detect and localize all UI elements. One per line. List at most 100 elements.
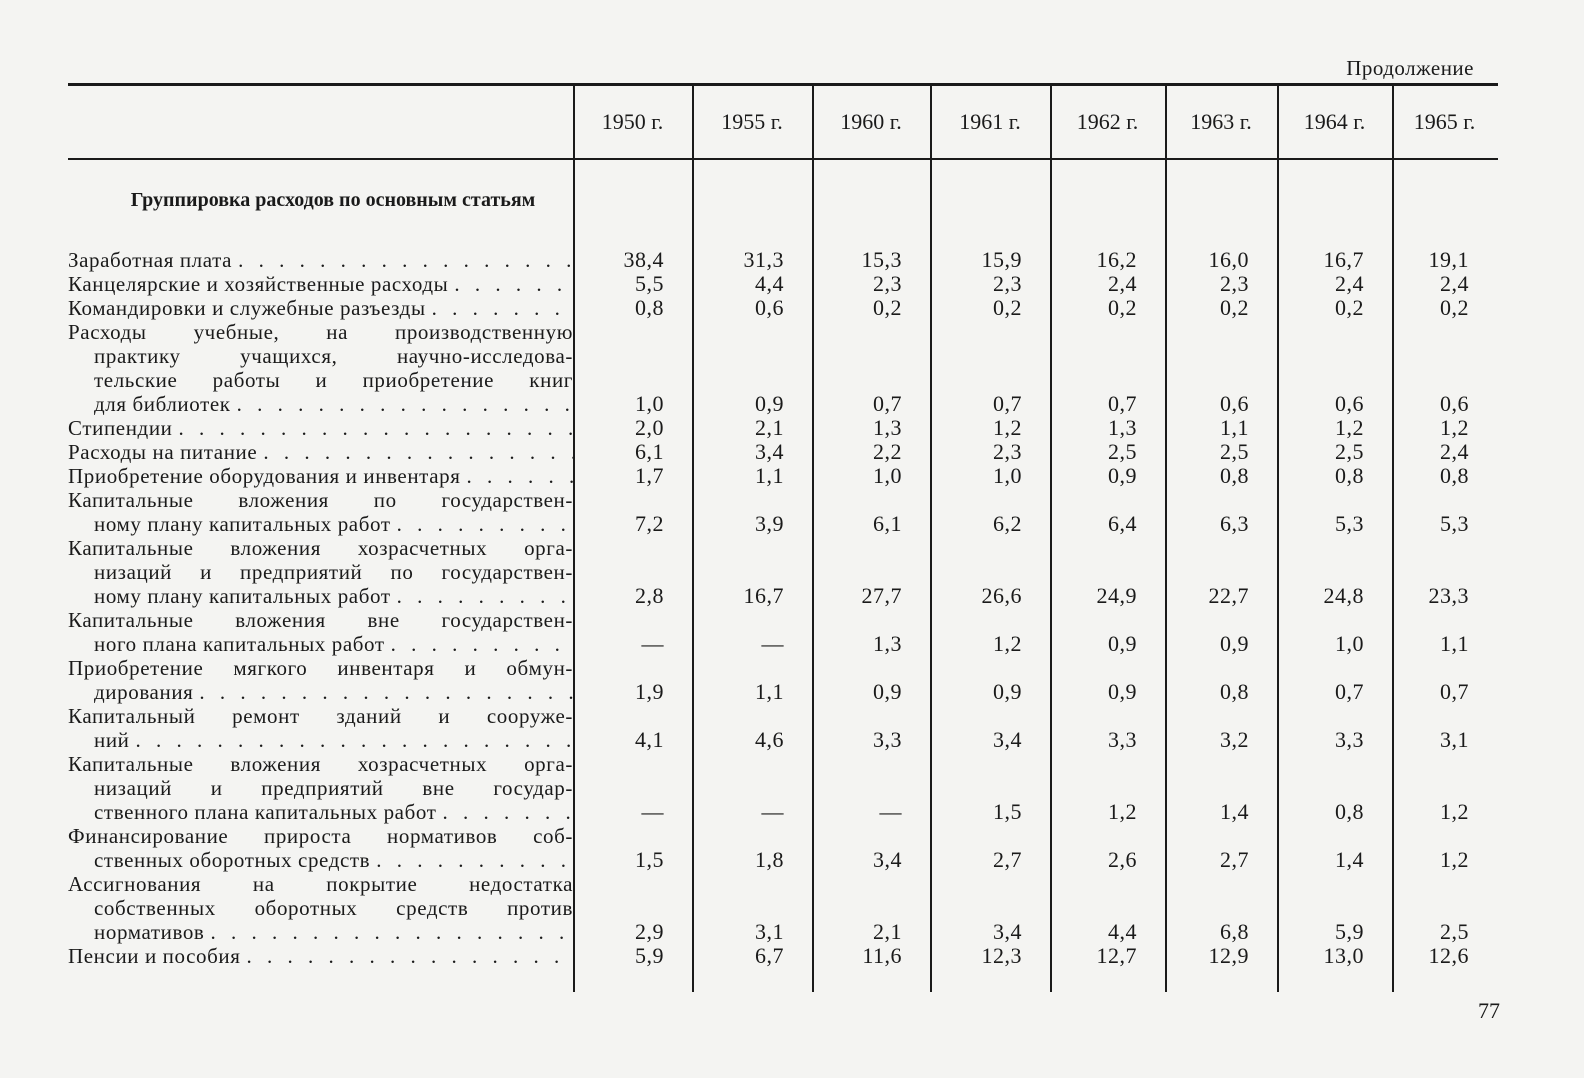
cell-value: 1,1 <box>755 463 784 488</box>
table-row: Капитальные вложения хозрасчетных орга-н… <box>68 536 1498 608</box>
dot-leader <box>461 464 574 488</box>
table-row: Стипендии 2,0 2,1 1,3 1,2 1,3 1,1 1,2 1,2 <box>68 415 1498 441</box>
cell-value: 3,4 <box>993 919 1022 944</box>
cell-value: 2,7 <box>993 847 1022 872</box>
cell-value: 0,9 <box>993 679 1022 704</box>
cell-value: 0,2 <box>1335 295 1364 320</box>
row-label: Заработная плата <box>68 248 573 272</box>
cell-value: 3,9 <box>755 511 784 536</box>
cell-value: 2,1 <box>873 919 902 944</box>
row-label: Расходы учебные, на производственную прак… <box>68 320 573 416</box>
row-label-line: Пенсии и пособия <box>68 944 241 968</box>
cell-value: 1,0 <box>635 391 664 416</box>
column-divider <box>1165 86 1167 992</box>
cell-value: 5,9 <box>1335 919 1364 944</box>
cell-value: 3,3 <box>1335 727 1364 752</box>
row-label-line: Капитальные вложения вне государствен- <box>68 608 573 632</box>
cell-value: 5,9 <box>635 943 664 968</box>
cell-value: 1,1 <box>1220 415 1249 440</box>
row-label-line: Ассигнования на покрытие недостатка <box>68 872 573 896</box>
cell-value: 2,3 <box>873 271 902 296</box>
cell-value: 31,3 <box>743 247 784 272</box>
cell-value: 6,1 <box>635 439 664 464</box>
cell-value: 26,6 <box>981 583 1022 608</box>
dot-leader <box>193 680 573 704</box>
cell-value: 6,1 <box>873 511 902 536</box>
cell-value: 3,1 <box>1440 727 1469 752</box>
row-label: Приобретение оборудования и инвентаря <box>68 464 573 488</box>
cell-value: 2,7 <box>1220 847 1249 872</box>
row-label: Капитальные вложения хозрасчетных орга-н… <box>68 536 573 608</box>
cell-value: 0,7 <box>1335 679 1364 704</box>
row-label-line: низаций и предприятий вне государ- <box>94 776 573 800</box>
cell-value: 0,7 <box>993 391 1022 416</box>
cell-value: 0,7 <box>1440 679 1469 704</box>
cell-value: 2,0 <box>635 415 664 440</box>
column-divider <box>1277 86 1279 992</box>
cell-value: 16,7 <box>1323 247 1364 272</box>
cell-value: 3,4 <box>873 847 902 872</box>
row-label-line: ний <box>94 728 130 752</box>
cell-value: 2,1 <box>755 415 784 440</box>
dot-leader <box>391 512 573 536</box>
table-row: Расходы учебные, на производственную прак… <box>68 320 1498 416</box>
cell-value: 1,1 <box>755 679 784 704</box>
cell-value: 1,4 <box>1220 799 1249 824</box>
cell-value: 2,5 <box>1335 439 1364 464</box>
cell-value: 2,3 <box>993 271 1022 296</box>
cell-value: 0,8 <box>1220 463 1249 488</box>
cell-value: 0,2 <box>873 295 902 320</box>
row-label: Приобретение мягкого инвентаря и обмун-д… <box>68 656 573 704</box>
cell-value: 1,2 <box>993 415 1022 440</box>
cell-value: 1,2 <box>1440 847 1469 872</box>
cell-value: 2,4 <box>1108 271 1137 296</box>
cell-value: 0,9 <box>873 679 902 704</box>
cell-value: 1,2 <box>993 631 1022 656</box>
cell-value: — <box>641 631 664 656</box>
cell-value: 13,0 <box>1323 943 1364 968</box>
cell-value: 5,3 <box>1335 511 1364 536</box>
cell-value: 1,2 <box>1108 799 1137 824</box>
column-divider <box>1050 86 1052 992</box>
row-label-line: Расходы на питание <box>68 440 258 464</box>
cell-value: 0,9 <box>755 391 784 416</box>
cell-value: 1,0 <box>993 463 1022 488</box>
row-label: Стипендии <box>68 416 573 440</box>
cell-value: 15,3 <box>861 247 902 272</box>
table-row: Расходы на питание 6,1 3,4 2,2 2,3 2,5 2,5 2,5 2… <box>68 439 1498 465</box>
cell-value: 2,3 <box>993 439 1022 464</box>
row-label: Ассигнования на покрытие недостатка собст… <box>68 872 573 944</box>
cell-value: 6,4 <box>1108 511 1137 536</box>
cell-value: 0,8 <box>1220 679 1249 704</box>
row-label-line: нормативов <box>94 920 205 944</box>
cell-value: 6,8 <box>1220 919 1249 944</box>
row-label-line: ному плану капитальных работ <box>94 512 391 536</box>
row-label-line: Канцелярские и хозяйственные расходы <box>68 272 449 296</box>
cell-value: 1,2 <box>1440 799 1469 824</box>
cell-value: 0,7 <box>1108 391 1137 416</box>
cell-value: 1,0 <box>873 463 902 488</box>
dot-leader <box>232 248 573 272</box>
cell-value: 12,7 <box>1096 943 1137 968</box>
dot-leader <box>257 440 573 464</box>
dot-leader <box>426 296 573 320</box>
cell-value: 0,9 <box>1108 679 1137 704</box>
cell-value: 2,4 <box>1335 271 1364 296</box>
cell-value: 19,1 <box>1428 247 1469 272</box>
column-header: 1965 г. <box>1413 109 1476 134</box>
column-header: 1964 г. <box>1303 109 1366 134</box>
cell-value: 1,0 <box>1335 631 1364 656</box>
cell-value: 16,7 <box>743 583 784 608</box>
cell-value: 6,7 <box>755 943 784 968</box>
data-table: Заработная плата 38,4 31,3 15,3 15,9 16,2 16,0… <box>68 247 1498 969</box>
row-label-line: ного плана капитальных работ <box>94 632 385 656</box>
row-label: Капитальные вложения вне государствен-но… <box>68 608 573 656</box>
cell-value: 0,2 <box>1440 295 1469 320</box>
cell-value: 1,7 <box>635 463 664 488</box>
page-number: 77 <box>1478 998 1500 1023</box>
cell-value: 27,7 <box>861 583 902 608</box>
cell-value: 1,3 <box>1108 415 1137 440</box>
cell-value: 1,2 <box>1335 415 1364 440</box>
cell-value: 0,8 <box>1440 463 1469 488</box>
cell-value: 4,4 <box>755 271 784 296</box>
